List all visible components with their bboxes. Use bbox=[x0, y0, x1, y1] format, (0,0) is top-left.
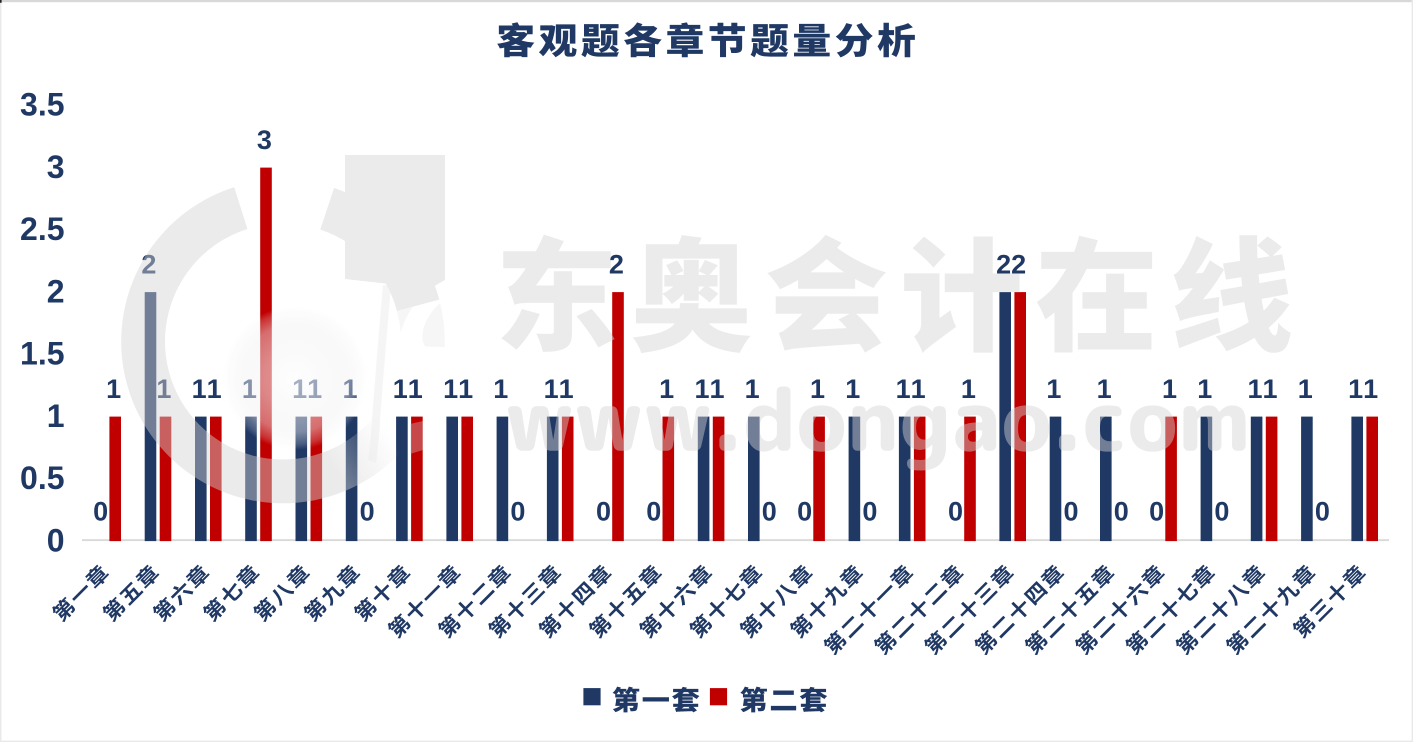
svg-text:1: 1 bbox=[1262, 374, 1277, 404]
svg-text:1: 1 bbox=[192, 374, 207, 404]
svg-text:1: 1 bbox=[1298, 374, 1313, 404]
svg-text:2: 2 bbox=[1011, 250, 1026, 280]
svg-text:1: 1 bbox=[1363, 374, 1378, 404]
svg-text:0: 0 bbox=[646, 497, 661, 527]
svg-text:2: 2 bbox=[141, 250, 156, 280]
svg-text:2.5: 2.5 bbox=[20, 211, 64, 247]
svg-text:0: 0 bbox=[47, 522, 65, 558]
svg-text:0: 0 bbox=[948, 497, 963, 527]
svg-text:1: 1 bbox=[408, 374, 423, 404]
svg-text:1: 1 bbox=[961, 374, 976, 404]
svg-text:0: 0 bbox=[862, 497, 877, 527]
svg-text:1: 1 bbox=[544, 374, 559, 404]
svg-text:3: 3 bbox=[257, 125, 272, 155]
svg-text:0: 0 bbox=[1149, 497, 1164, 527]
svg-text:0.5: 0.5 bbox=[20, 460, 64, 496]
svg-text:1: 1 bbox=[458, 374, 473, 404]
svg-text:2: 2 bbox=[609, 250, 624, 280]
svg-text:3.5: 3.5 bbox=[20, 87, 64, 123]
svg-text:1: 1 bbox=[156, 374, 171, 404]
svg-text:0: 0 bbox=[1214, 497, 1229, 527]
svg-text:1: 1 bbox=[207, 374, 222, 404]
svg-text:1: 1 bbox=[845, 374, 860, 404]
svg-text:0: 0 bbox=[797, 497, 812, 527]
svg-text:1: 1 bbox=[896, 374, 911, 404]
svg-text:2: 2 bbox=[996, 250, 1011, 280]
svg-text:1.5: 1.5 bbox=[20, 336, 64, 372]
svg-text:3: 3 bbox=[47, 149, 65, 185]
svg-text:0: 0 bbox=[510, 497, 525, 527]
svg-text:1: 1 bbox=[1247, 374, 1262, 404]
svg-text:0: 0 bbox=[762, 497, 777, 527]
svg-text:1: 1 bbox=[1046, 374, 1061, 404]
svg-text:1: 1 bbox=[659, 374, 674, 404]
svg-text:1: 1 bbox=[1097, 374, 1112, 404]
svg-text:1: 1 bbox=[47, 398, 65, 434]
svg-text:1: 1 bbox=[694, 374, 709, 404]
svg-text:0: 0 bbox=[360, 497, 375, 527]
svg-text:1: 1 bbox=[559, 374, 574, 404]
svg-text:1: 1 bbox=[393, 374, 408, 404]
svg-text:1: 1 bbox=[810, 374, 825, 404]
svg-text:1: 1 bbox=[1348, 374, 1363, 404]
svg-text:2: 2 bbox=[47, 273, 65, 309]
svg-text:0: 0 bbox=[1315, 497, 1330, 527]
svg-text:1: 1 bbox=[493, 374, 508, 404]
svg-text:1: 1 bbox=[1197, 374, 1212, 404]
svg-text:0: 0 bbox=[596, 497, 611, 527]
svg-text:1: 1 bbox=[745, 374, 760, 404]
svg-text:0: 0 bbox=[93, 497, 108, 527]
svg-text:1: 1 bbox=[106, 374, 121, 404]
svg-text:1: 1 bbox=[443, 374, 458, 404]
svg-text:0: 0 bbox=[1063, 497, 1078, 527]
svg-text:1: 1 bbox=[709, 374, 724, 404]
svg-text:1: 1 bbox=[1162, 374, 1177, 404]
svg-text:1: 1 bbox=[911, 374, 926, 404]
svg-text:0: 0 bbox=[1114, 497, 1129, 527]
